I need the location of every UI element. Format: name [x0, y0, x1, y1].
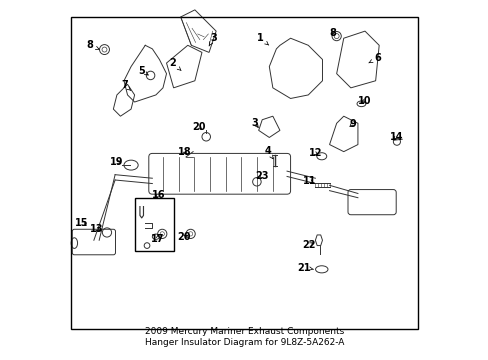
Text: 18: 18 — [178, 147, 191, 157]
Text: 1: 1 — [257, 33, 268, 45]
Text: 2: 2 — [169, 58, 181, 71]
Bar — [71, 17, 417, 329]
Text: 14: 14 — [389, 132, 403, 142]
Bar — [135, 198, 174, 251]
Text: 19: 19 — [110, 157, 123, 167]
Text: 3: 3 — [251, 118, 258, 128]
Text: 5: 5 — [138, 66, 148, 76]
Text: 17: 17 — [151, 234, 164, 244]
Text: 6: 6 — [368, 53, 380, 63]
Text: 20: 20 — [192, 122, 205, 132]
Text: 23: 23 — [254, 171, 268, 181]
Text: 15: 15 — [75, 218, 89, 228]
Text: 10: 10 — [358, 96, 371, 106]
Text: 8: 8 — [329, 28, 336, 37]
Text: 22: 22 — [302, 240, 315, 250]
Text: 16: 16 — [152, 190, 165, 200]
Text: 9: 9 — [348, 119, 355, 129]
Text: 3: 3 — [209, 33, 217, 46]
Text: 13: 13 — [89, 224, 103, 234]
Text: 20: 20 — [177, 233, 191, 242]
Text: 21: 21 — [297, 262, 313, 273]
Text: 8: 8 — [86, 40, 99, 50]
Text: 4: 4 — [264, 145, 273, 159]
Text: 12: 12 — [308, 148, 322, 158]
Text: 2009 Mercury Mariner Exhaust Components
Hanger Insulator Diagram for 9L8Z-5A262-: 2009 Mercury Mariner Exhaust Components … — [144, 327, 344, 347]
Text: 7: 7 — [121, 80, 131, 90]
Text: 11: 11 — [303, 176, 316, 186]
